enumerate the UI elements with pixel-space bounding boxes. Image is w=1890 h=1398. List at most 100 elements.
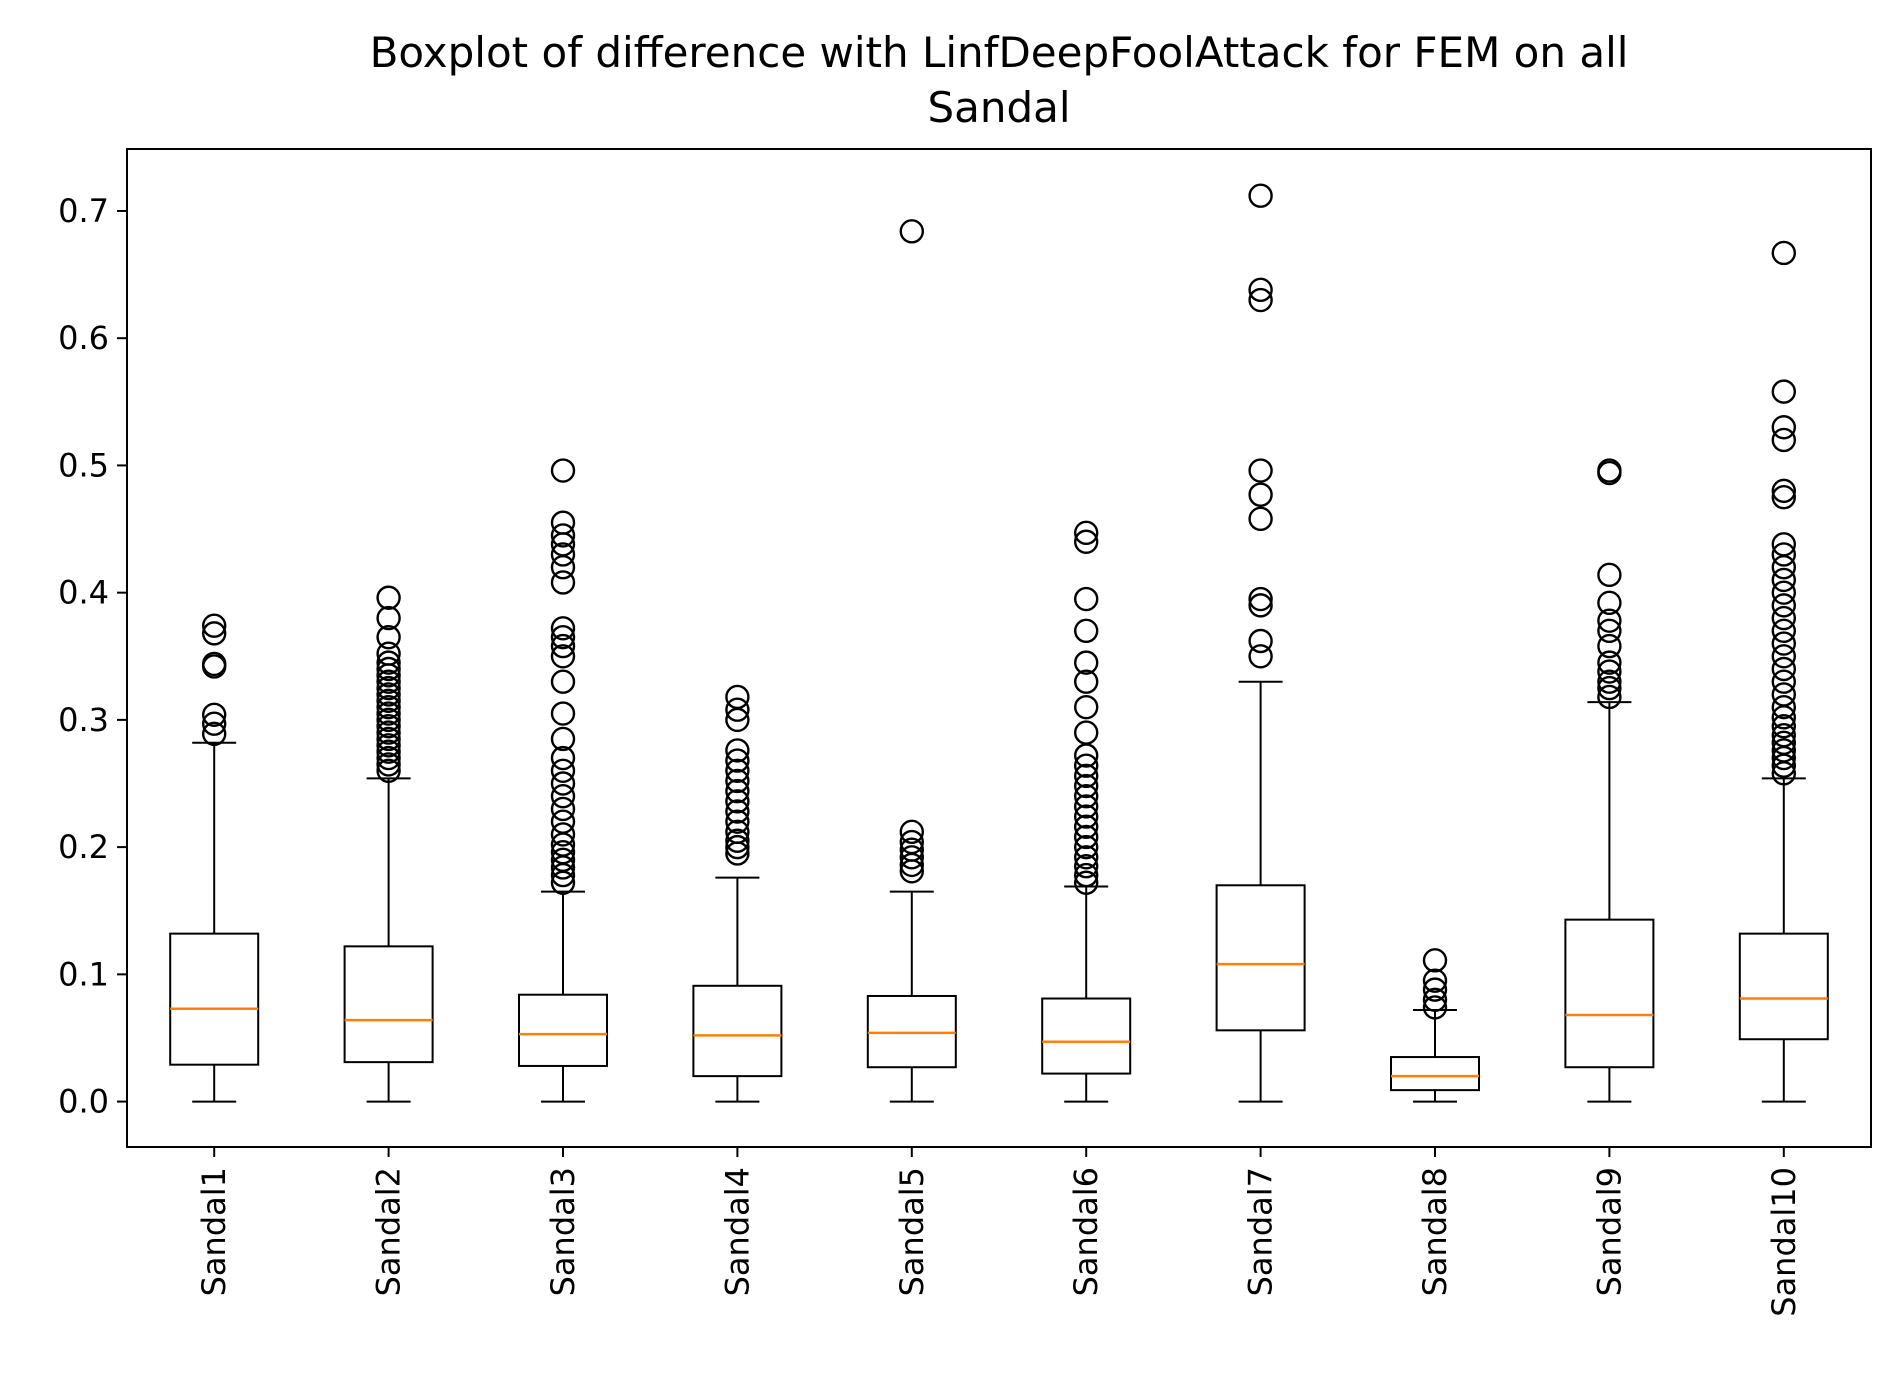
- outlier-point: [1771, 618, 1797, 644]
- outlier-point: [725, 768, 750, 794]
- outlier-point: [725, 748, 750, 773]
- box-iqr: [1738, 932, 1829, 1041]
- outlier-point: [1771, 694, 1797, 720]
- chart-title-line-1: Boxplot of difference with LinfDeepFoolA…: [370, 28, 1629, 77]
- outlier-point: [201, 651, 227, 677]
- outlier-point: [1073, 834, 1099, 860]
- outlier-point: [1771, 542, 1797, 567]
- outlier-point: [725, 684, 750, 710]
- outlier-point: [550, 510, 576, 535]
- outlier-point: [1073, 529, 1099, 554]
- y-tick-label: 0.6: [58, 319, 109, 357]
- outlier-point: [1597, 590, 1622, 616]
- outlier-point: [1771, 240, 1797, 266]
- outlier-point: [1073, 845, 1099, 870]
- outlier-point: [899, 219, 924, 244]
- outlier-point: [725, 778, 750, 804]
- outlier-point: [1248, 644, 1273, 669]
- outlier-point: [376, 714, 401, 739]
- outlier-point: [550, 458, 576, 483]
- outlier-point: [1248, 593, 1273, 618]
- outlier-point: [1597, 684, 1622, 710]
- outlier-point: [550, 669, 576, 694]
- outlier-point: [1248, 183, 1273, 208]
- outlier-point: [201, 621, 227, 646]
- outlier-point: [1248, 482, 1273, 507]
- outlier-point: [1597, 608, 1622, 633]
- outlier-point: [376, 669, 401, 694]
- outlier-point: [550, 542, 576, 567]
- outlier-point: [376, 675, 401, 701]
- y-tick-label: 0.5: [58, 446, 109, 484]
- outlier-point: [550, 570, 576, 595]
- box-iqr: [1041, 997, 1132, 1075]
- outlier-point: [1422, 977, 1448, 1002]
- outlier-point: [376, 707, 401, 733]
- outlier-point: [550, 701, 576, 726]
- x-tick-label: Sandal6: [1067, 1167, 1105, 1296]
- outlier-point: [550, 847, 576, 873]
- outlier-point: [376, 624, 401, 650]
- outlier-point: [550, 633, 576, 659]
- outlier-point: [1073, 669, 1099, 694]
- outlier-point: [1597, 669, 1622, 694]
- outlier-point: [550, 758, 576, 783]
- outlier-point: [1422, 987, 1448, 1012]
- box-iqr: [866, 994, 957, 1069]
- box-iqr: [1390, 1056, 1480, 1092]
- outlier-point: [201, 711, 227, 736]
- outlier-point: [1073, 870, 1099, 895]
- outlier-point: [376, 758, 401, 783]
- box-iqr: [343, 945, 434, 1064]
- axes-frame: [126, 148, 1872, 1148]
- outlier-point: [376, 605, 401, 631]
- outlier-point: [550, 796, 576, 822]
- outlier-point: [550, 555, 576, 580]
- outlier-point: [899, 819, 924, 845]
- outlier-point: [725, 828, 750, 853]
- outlier-point: [1597, 562, 1622, 588]
- outlier-point: [1771, 555, 1797, 580]
- outlier-point: [376, 656, 401, 682]
- outlier-point: [550, 616, 576, 641]
- x-tick-label: Sandal10: [1765, 1167, 1803, 1317]
- outlier-point: [1073, 814, 1099, 839]
- box-iqr: [1215, 884, 1306, 1032]
- chart-title-line-2: Sandal: [927, 83, 1070, 132]
- outlier-point: [376, 701, 401, 726]
- outlier-point: [376, 650, 401, 675]
- x-tick-label: Sandal9: [1590, 1167, 1628, 1296]
- outlier-point: [1771, 656, 1797, 682]
- outlier-point: [1771, 738, 1797, 763]
- outlier-point: [1771, 478, 1797, 504]
- y-tick-label: 0.7: [58, 192, 109, 230]
- outlier-point: [1771, 415, 1797, 440]
- outlier-point: [1771, 605, 1797, 631]
- outlier-point: [550, 822, 576, 847]
- outlier-point: [550, 840, 576, 865]
- outlier-point: [1248, 277, 1273, 303]
- outlier-point: [376, 694, 401, 720]
- outlier-point: [376, 739, 401, 764]
- outlier-point: [1422, 968, 1448, 993]
- outlier-point: [1248, 458, 1273, 483]
- box-iqr: [1564, 918, 1655, 1069]
- outlier-point: [376, 688, 401, 714]
- outlier-point: [1248, 586, 1273, 612]
- outlier-point: [725, 738, 750, 763]
- y-tick-label: 0.0: [58, 1083, 109, 1121]
- outlier-point: [1073, 854, 1099, 879]
- outlier-point: [376, 733, 401, 758]
- outlier-point: [1597, 618, 1622, 644]
- outlier-point: [1073, 586, 1099, 612]
- outlier-point: [1248, 628, 1273, 654]
- x-tick-label: Sandal2: [370, 1167, 408, 1296]
- outlier-point: [725, 809, 750, 834]
- outlier-point: [1771, 580, 1797, 605]
- x-tick-label: Sandal3: [544, 1167, 582, 1296]
- outlier-point: [376, 585, 401, 610]
- outlier-point: [725, 758, 750, 783]
- outlier-point: [725, 834, 750, 860]
- outlier-point: [1073, 794, 1099, 819]
